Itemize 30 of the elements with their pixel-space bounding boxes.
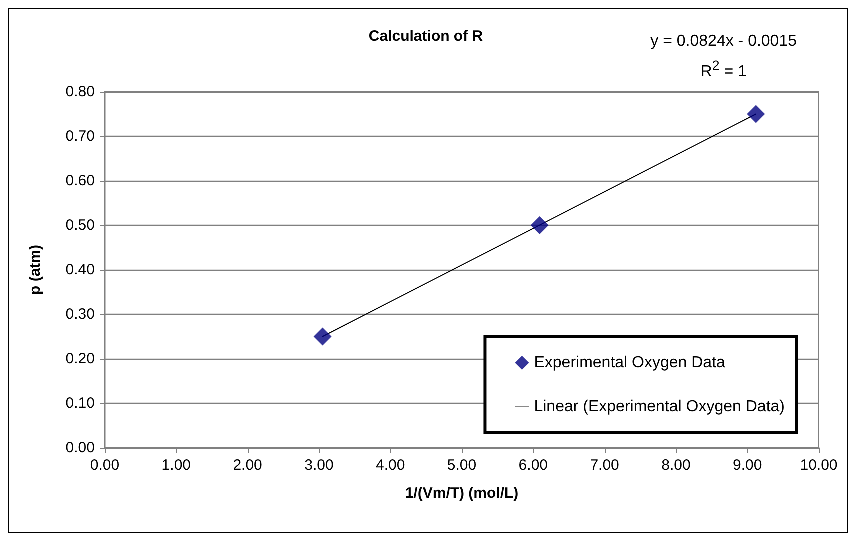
- x-tick-label: 4.00: [376, 457, 406, 474]
- text: R$^{2}$ = 1: [700, 57, 748, 82]
- x-tick-label: 8.00: [662, 457, 691, 474]
- y-tick-label: 0.60: [66, 172, 95, 190]
- y-tick-label: 0.20: [66, 350, 95, 368]
- x-tick-label: 0.00: [90, 457, 120, 474]
- y-tick-label: 0.50: [66, 217, 95, 234]
- x-tick-label: 2.00: [233, 457, 262, 474]
- y-tick-label: 0.00: [66, 440, 95, 456]
- x-tick-label: 10.00: [800, 457, 838, 474]
- y-axis-title: p (atm): [27, 245, 44, 295]
- legend-label: Experimental Oxygen Data: [534, 354, 726, 372]
- x-tick-label: 6.00: [518, 457, 548, 474]
- point: [747, 105, 766, 124]
- y-tick-label: 0.80: [66, 84, 95, 100]
- chart-title: Calculation of R: [368, 28, 484, 45]
- y-tick-label: 0.40: [66, 262, 95, 278]
- x-tick-label: 1.00: [162, 457, 191, 474]
- text: y = 0.0824x - 0.0015: [650, 32, 797, 52]
- y-tick-label: 0.30: [66, 306, 95, 323]
- x-tick-label: 9.00: [733, 457, 762, 474]
- y-tick-label: 0.70: [66, 128, 95, 145]
- x-tick-label: 3.00: [304, 457, 334, 474]
- legend-label: Linear (Experimental Oxygen Data): [534, 398, 785, 416]
- x-tick-label: 7.00: [590, 457, 620, 474]
- point: [314, 328, 332, 346]
- point: [530, 216, 549, 234]
- x-axis-title: 1/(Vm/T) (mol/L): [405, 485, 519, 502]
- x-tick-label: 5.00: [447, 457, 477, 474]
- y-tick-label: 0.10: [66, 395, 95, 412]
